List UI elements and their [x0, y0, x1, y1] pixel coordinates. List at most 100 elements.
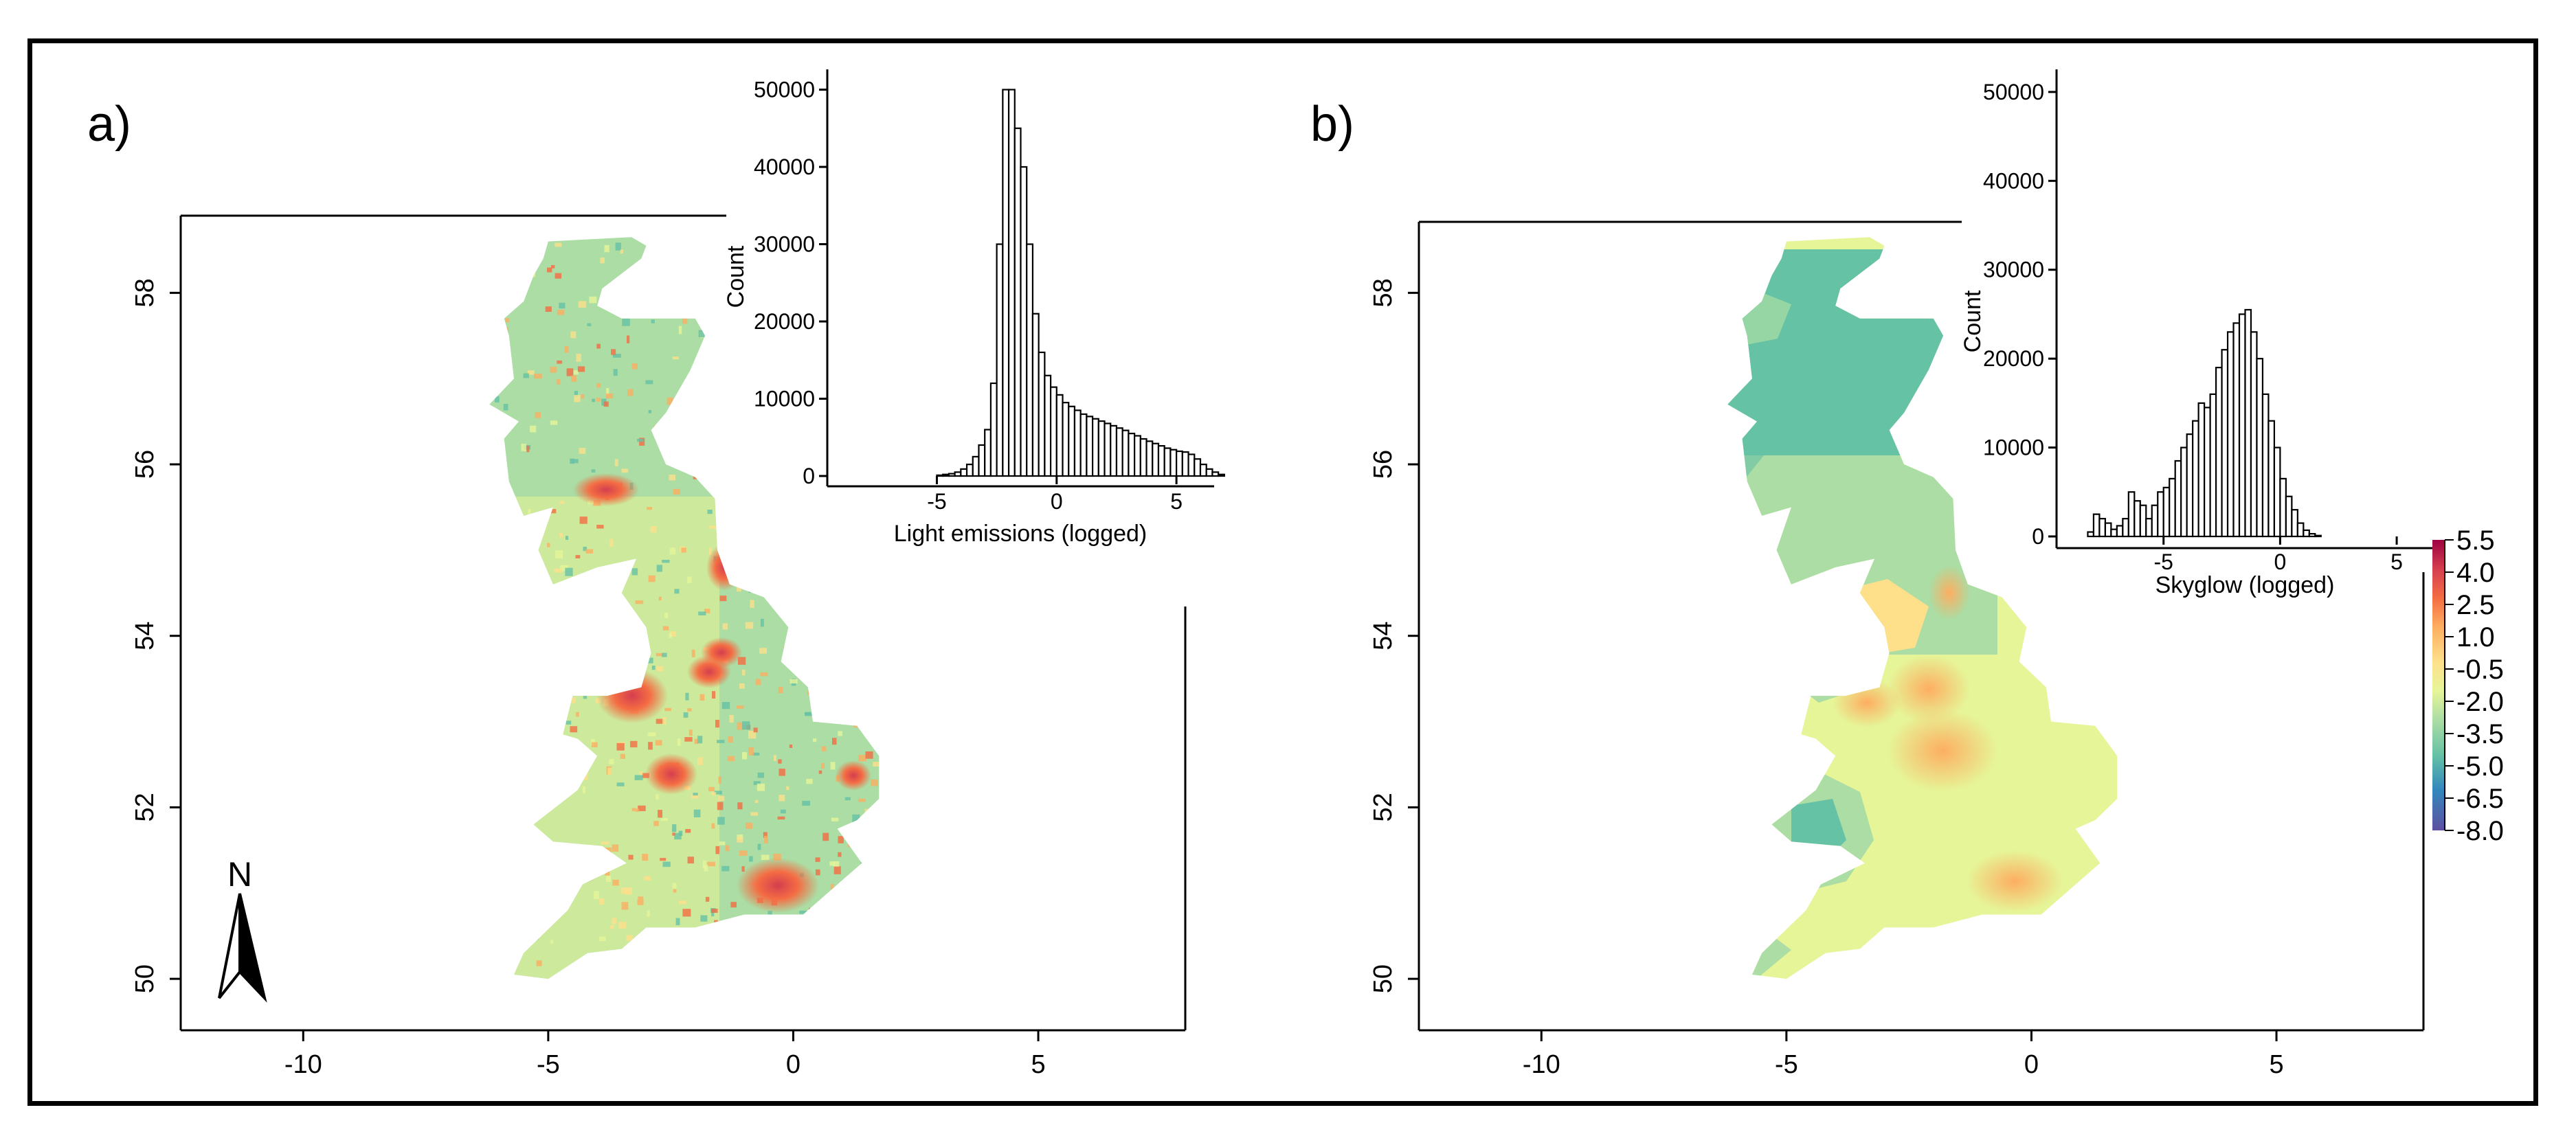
hist-bar	[1038, 351, 1046, 477]
hist-bar	[2174, 460, 2182, 538]
hist-bar	[1205, 468, 1213, 477]
hist-bar	[996, 243, 1004, 477]
hist-bar	[2303, 529, 2310, 538]
zone-central-belt	[1599, 552, 1709, 627]
hist-bar	[942, 473, 950, 477]
hist-bar	[1211, 471, 1220, 477]
hist-bar	[1187, 453, 1196, 477]
hist-bar	[1020, 166, 1028, 477]
hist-y-tick-label: 10000	[754, 387, 815, 411]
hotspot-leeds	[701, 637, 742, 668]
panel-b-y-tick-label: 54	[1369, 622, 1398, 650]
hist-bar	[2192, 420, 2199, 538]
panel-a-hist-ylabel: Count	[723, 245, 749, 308]
hist-bar	[2296, 522, 2305, 538]
colorbar-tick-label: -0.5	[2456, 655, 2504, 685]
colorbar-tick-label: -6.5	[2456, 784, 2504, 814]
hist-bar	[1152, 442, 1160, 477]
zone-highlands	[1727, 249, 1997, 455]
hist-bar	[2308, 533, 2316, 538]
hist-bar	[2180, 446, 2188, 538]
hist-bar	[948, 473, 956, 477]
hist-bar	[972, 455, 980, 477]
hist-bar	[965, 464, 974, 477]
hist-y-tick-label: 40000	[1983, 168, 2044, 193]
hotspot-birmingham-west	[596, 668, 668, 723]
hist-y-tick-label: 20000	[1983, 346, 2044, 371]
hist-bar	[1007, 89, 1016, 477]
panel-b-map-overlays	[1530, 249, 2063, 979]
hist-bar	[1091, 418, 1099, 477]
panel-b-y-tick-label: 58	[1369, 278, 1398, 307]
hist-bar	[1013, 127, 1022, 477]
colorbar-tick-label: 2.5	[2456, 590, 2495, 620]
hist-bar	[1176, 450, 1183, 477]
hist-bar	[1062, 402, 1070, 477]
hist-bar	[1145, 440, 1154, 477]
zone-northwest-highlands	[1530, 325, 1709, 469]
hist-bar	[2244, 308, 2252, 538]
zone-lake-district	[1654, 716, 1716, 771]
hist-bar	[2273, 446, 2281, 538]
hist-bar	[1086, 416, 1094, 477]
panel-a-y-tick-label: 58	[131, 278, 159, 307]
hist-bar	[1134, 435, 1141, 477]
panel-b-x-tick-label: -10	[1523, 1050, 1560, 1079]
hist-bar	[1199, 464, 1207, 477]
panel-a-hist-bars	[936, 89, 1225, 477]
hist-x-tick-label: -5	[927, 489, 946, 514]
hist-bar	[989, 382, 998, 477]
hist-bar	[1163, 447, 1172, 477]
panel-b-y-tick-label: 50	[1369, 964, 1398, 993]
colorbar-tick-label: -5.0	[2456, 751, 2504, 782]
hist-bar	[2256, 358, 2264, 538]
hist-bar	[2145, 518, 2153, 538]
hist-bar	[1044, 374, 1052, 477]
hist-bar	[2162, 486, 2171, 538]
panel-a-x-tick-label: 5	[1031, 1050, 1045, 1079]
hist-x-tick-label: 0	[2274, 549, 2287, 574]
hist-bar	[960, 468, 968, 477]
panel-b-hist-ylabel: Count	[1960, 290, 1986, 352]
figure-frame: a) -10 -5 0 5 50 52 54 56 58	[27, 38, 2538, 1106]
zone-southwest	[1727, 929, 1791, 979]
panel-b-histogram: -5 0 5 0 10000 20000 30000 40000 50000 Skyglow …	[1960, 69, 2434, 598]
hist-y-tick-label: 50000	[754, 78, 815, 102]
hist-bar	[2151, 504, 2159, 538]
hist-bar	[1139, 438, 1147, 477]
hist-bar	[2169, 477, 2176, 538]
panel-a-x-tick-label: 0	[786, 1050, 800, 1079]
warm-midlands	[1888, 710, 1997, 792]
hist-bar	[2087, 531, 2095, 538]
zone-dales	[1791, 634, 1860, 703]
hist-bar	[1115, 427, 1123, 477]
panel-a-histogram: -5 0 5 0 10000 20000 30000 40000 50000 Light em…	[723, 69, 1225, 547]
warm-leeds-sheffield	[1888, 655, 1970, 723]
hist-bar	[936, 474, 944, 477]
hist-bar	[1104, 422, 1112, 477]
hist-bar	[1218, 473, 1225, 477]
hist-bar	[2110, 528, 2118, 538]
hist-bar	[984, 429, 992, 477]
hist-y-tick-label: 20000	[754, 309, 815, 334]
hist-bar	[978, 444, 986, 477]
hist-y-tick-label: 0	[2032, 524, 2044, 549]
hotspot-glasgow-edinburgh	[573, 473, 639, 506]
hist-bar	[1073, 409, 1082, 477]
colorbar-tick-label: -2.0	[2456, 687, 2504, 717]
hist-bar	[1169, 449, 1178, 477]
hist-bar	[2122, 518, 2129, 538]
panel-b-hist-bars	[2087, 308, 2322, 538]
hist-bar	[1031, 313, 1040, 477]
hotspot-east	[836, 760, 871, 791]
hist-bar	[2232, 322, 2241, 538]
hotspot-birmingham	[645, 753, 697, 795]
hist-bar	[1097, 420, 1106, 477]
hist-bar	[1026, 243, 1034, 477]
panel-b-x-tick-label: 0	[2024, 1050, 2039, 1079]
hist-bar	[2127, 491, 2136, 538]
north-arrow-left-half	[218, 893, 241, 999]
hist-bar	[2209, 393, 2217, 538]
